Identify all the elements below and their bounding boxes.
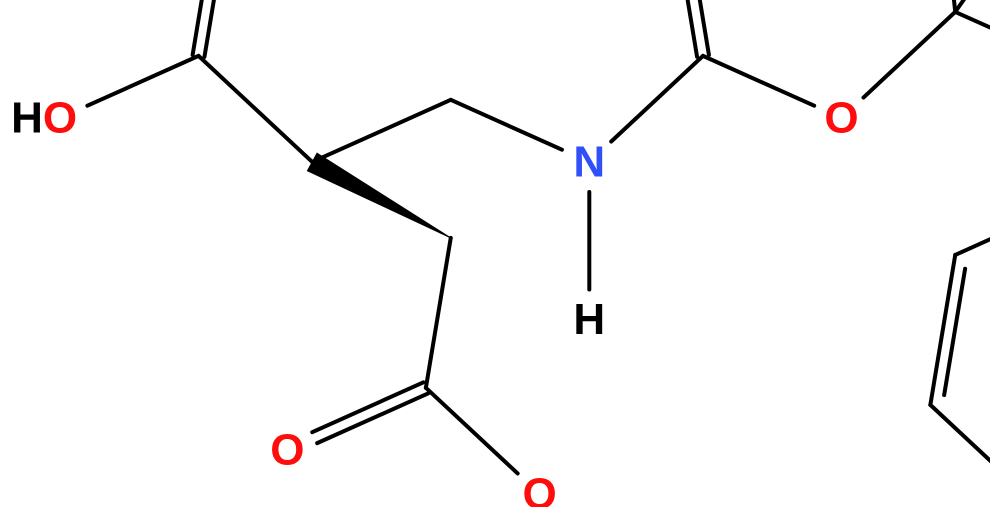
bond: [312, 382, 423, 432]
bond: [703, 56, 814, 106]
atom-label-o: O: [43, 94, 77, 143]
bond: [677, 0, 697, 57]
bond: [317, 393, 428, 443]
atom-label-h: H: [573, 295, 605, 344]
bond: [426, 238, 451, 388]
atom-label-o: O: [522, 469, 556, 507]
bond: [944, 269, 965, 395]
atom-label-n: N: [573, 137, 605, 186]
bond: [930, 405, 990, 507]
atom-label-o: O: [824, 94, 858, 143]
atom-label-o: O: [270, 425, 304, 474]
atom-label-h: H: [11, 94, 43, 143]
bond-wedge: [307, 153, 450, 238]
bond: [930, 255, 955, 405]
bond: [426, 388, 518, 474]
molecule-diagram: OOOOHNHOOH: [0, 0, 990, 507]
bond: [955, 12, 990, 74]
bond: [451, 100, 562, 150]
bond: [611, 56, 703, 142]
bond: [87, 56, 198, 106]
bond: [930, 0, 955, 12]
bond: [863, 12, 955, 98]
bond: [199, 56, 313, 162]
bond: [955, 0, 990, 12]
bond: [955, 193, 990, 255]
bond: [204, 0, 224, 57]
bond: [312, 100, 451, 162]
